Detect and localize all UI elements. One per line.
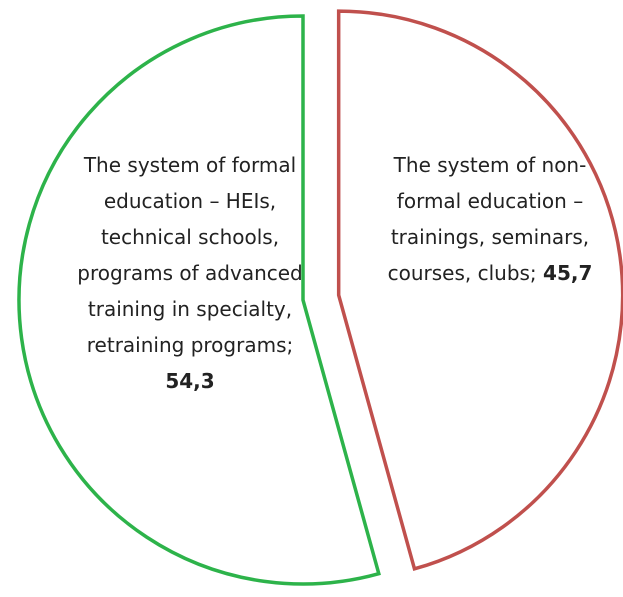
- pie-slice: [336, 9, 623, 572]
- value-label: 45,7: [543, 261, 593, 285]
- category-label: The system of non-formal education – tra…: [387, 153, 590, 285]
- slice-label: The system of non-formal education – tra…: [370, 147, 610, 291]
- category-label: The system of formal education – HEIs, t…: [77, 153, 303, 357]
- pie-slice: [17, 14, 381, 586]
- slice-label: The system of formal education – HEIs, t…: [65, 147, 315, 399]
- value-label: 54,3: [165, 369, 215, 393]
